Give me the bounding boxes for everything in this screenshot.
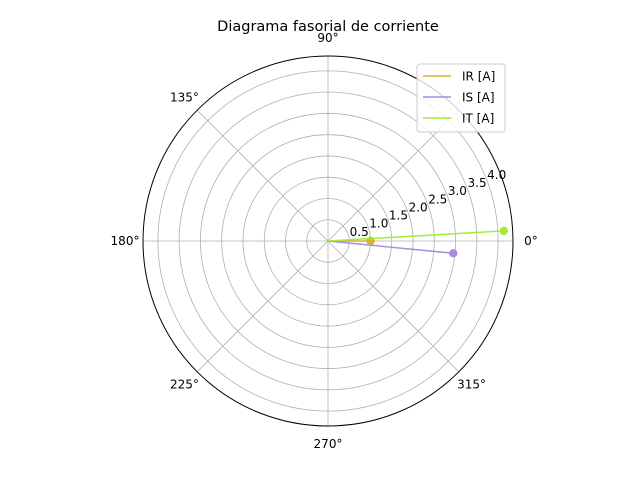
phasor-point-1 (449, 249, 458, 258)
legend-box (416, 63, 506, 133)
phasor-point-2 (499, 226, 508, 236)
phasor-line-2 (327, 230, 504, 242)
radial-tick-label: 2.5 (428, 192, 447, 206)
radial-tick-label: 0.5 (350, 225, 369, 239)
legend: IR [A] IS [A] IT [A] (416, 63, 506, 133)
angular-gridline (196, 109, 329, 242)
legend-label: IT [A] (462, 112, 494, 126)
phasor-line-1 (327, 240, 454, 255)
radial-tick-label: 1.5 (389, 209, 408, 223)
radial-tick-label: 2.0 (409, 200, 428, 214)
radial-tick-label: 4.0 (487, 168, 506, 182)
radial-tick-label: 1.0 (369, 217, 388, 231)
angle-tick-label: 90° (317, 31, 338, 45)
radial-tick-label: 3.0 (448, 184, 467, 198)
legend-label: IR [A] (462, 70, 495, 84)
angle-tick-label: 315° (457, 378, 486, 392)
angular-gridline (327, 240, 460, 373)
chart-title: Diagrama fasorial de corriente (217, 19, 439, 35)
legend-label: IS [A] (462, 91, 495, 105)
angular-gridline (196, 240, 329, 373)
polar-frame (142, 55, 514, 427)
angle-tick-label: 270° (314, 437, 343, 451)
angle-tick-label: 0° (524, 234, 538, 248)
angle-tick-label: 135° (170, 90, 199, 104)
radial-tick-label: 3.5 (468, 176, 487, 190)
angle-tick-label: 225° (170, 378, 199, 392)
angle-tick-label: 180° (111, 234, 140, 248)
